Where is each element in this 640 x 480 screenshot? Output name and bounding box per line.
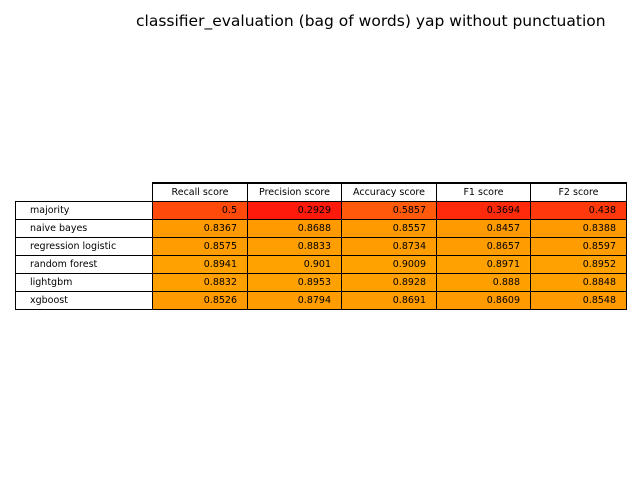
score-cell: 0.5857 <box>341 200 437 220</box>
score-cell: 0.8794 <box>247 290 342 310</box>
score-cell: 0.8691 <box>341 290 437 310</box>
score-cell: 0.8941 <box>152 254 248 274</box>
score-cell: 0.8575 <box>152 236 248 256</box>
score-cell: 0.8548 <box>530 290 627 310</box>
score-cell: 0.8457 <box>436 218 531 238</box>
chart-title: classifier_evaluation (bag of words) yap… <box>136 12 606 30</box>
score-cell: 0.3694 <box>436 200 531 220</box>
results-table: Recall score Precision score Accuracy scor… <box>15 182 627 310</box>
score-cell: 0.8526 <box>152 290 248 310</box>
score-cell: 0.8367 <box>152 218 248 238</box>
column-header: F1 score <box>436 182 531 202</box>
score-cell: 0.438 <box>530 200 627 220</box>
score-cell: 0.8832 <box>152 272 248 292</box>
row-label: naive bayes <box>15 218 153 238</box>
score-cell: 0.8688 <box>247 218 342 238</box>
row-label: lightgbm <box>15 272 153 292</box>
table-row: naive bayes 0.8367 0.8688 0.8557 0.8457 0.838… <box>15 218 627 238</box>
table-row: xgboost 0.8526 0.8794 0.8691 0.8609 0.8548 <box>15 290 627 310</box>
column-header: Accuracy score <box>341 182 437 202</box>
table-corner <box>16 183 153 201</box>
score-cell: 0.9009 <box>341 254 437 274</box>
header-row: Recall score Precision score Accuracy scor… <box>16 182 627 202</box>
score-cell: 0.8734 <box>341 236 437 256</box>
table-row: random forest 0.8941 0.901 0.9009 0.8971 0.89… <box>15 254 627 274</box>
score-cell: 0.8557 <box>341 218 437 238</box>
score-cell: 0.8953 <box>247 272 342 292</box>
score-cell: 0.5 <box>152 200 248 220</box>
row-label: regression logistic <box>15 236 153 256</box>
score-cell: 0.888 <box>436 272 531 292</box>
table-row: lightgbm 0.8832 0.8953 0.8928 0.888 0.8848 <box>15 272 627 292</box>
score-cell: 0.8928 <box>341 272 437 292</box>
score-cell: 0.2929 <box>247 200 342 220</box>
score-cell: 0.901 <box>247 254 342 274</box>
column-header: F2 score <box>530 182 627 202</box>
score-cell: 0.8657 <box>436 236 531 256</box>
score-cell: 0.8388 <box>530 218 627 238</box>
table-row: majority 0.5 0.2929 0.5857 0.3694 0.438 <box>15 200 627 220</box>
score-cell: 0.8833 <box>247 236 342 256</box>
column-header: Precision score <box>247 182 342 202</box>
table-row: regression logistic 0.8575 0.8833 0.8734 0.8… <box>15 236 627 256</box>
score-cell: 0.8609 <box>436 290 531 310</box>
score-cell: 0.8952 <box>530 254 627 274</box>
row-label: xgboost <box>15 290 153 310</box>
column-header: Recall score <box>152 182 248 202</box>
score-cell: 0.8971 <box>436 254 531 274</box>
row-label: majority <box>15 200 153 220</box>
score-cell: 0.8848 <box>530 272 627 292</box>
score-cell: 0.8597 <box>530 236 627 256</box>
row-label: random forest <box>15 254 153 274</box>
